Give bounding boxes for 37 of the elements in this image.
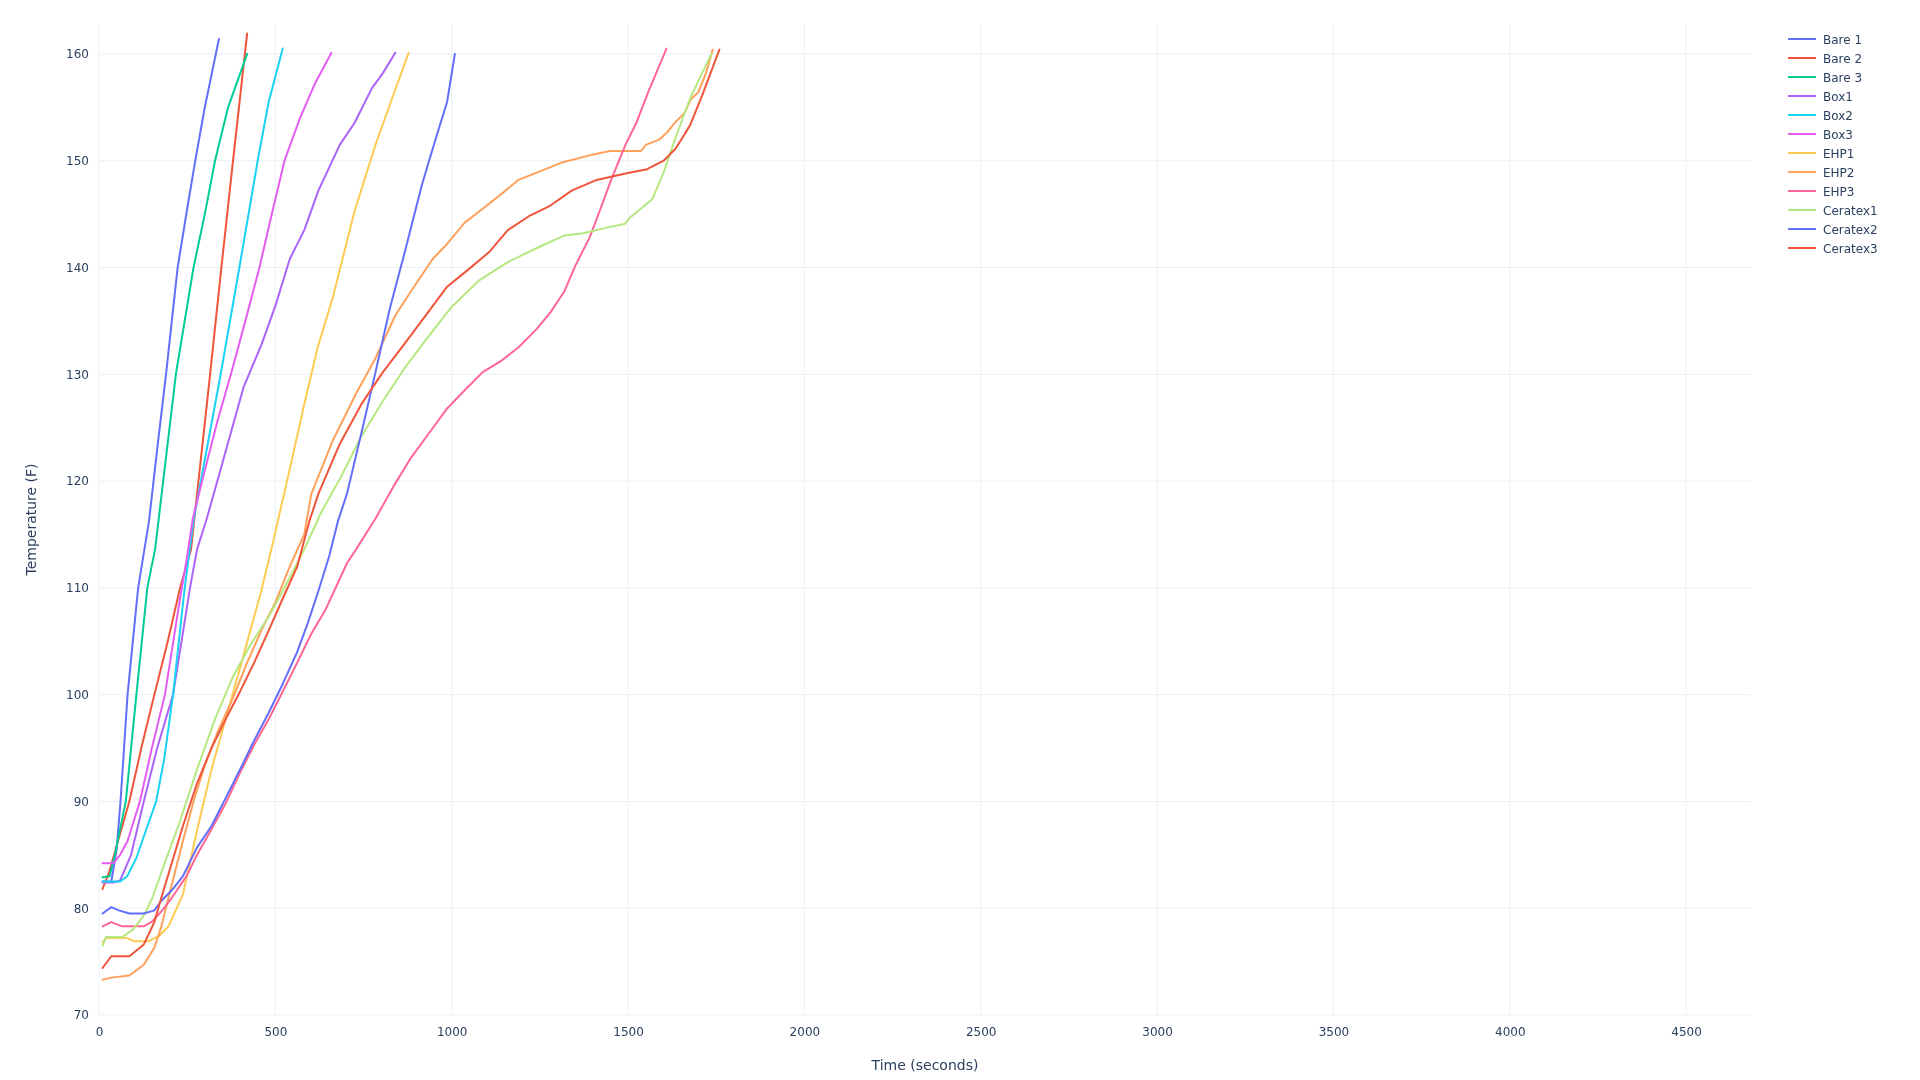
line-series bbox=[101, 52, 456, 915]
y-tick-label: 130 bbox=[66, 367, 89, 382]
x-tick-label: 1000 bbox=[436, 1024, 468, 1039]
y-tick-label: 160 bbox=[66, 47, 89, 62]
line-series bbox=[101, 47, 284, 883]
legend-label: Bare 2 bbox=[1823, 51, 1863, 66]
x-tick-label: 2000 bbox=[789, 1024, 821, 1039]
legend-label: Box3 bbox=[1823, 127, 1853, 142]
x-axis-title: Time (seconds) bbox=[870, 1057, 979, 1073]
legend-label: EHP2 bbox=[1823, 165, 1855, 180]
y-tick-label: 140 bbox=[66, 260, 89, 275]
legend-label: EHP3 bbox=[1823, 184, 1855, 199]
x-tick-label: 2500 bbox=[965, 1024, 997, 1039]
line-series bbox=[101, 51, 333, 865]
legend-label: Ceratex3 bbox=[1823, 241, 1878, 256]
x-tick-label: 500 bbox=[264, 1024, 288, 1039]
y-tick-label: 100 bbox=[66, 687, 89, 702]
y-tick-label: 90 bbox=[73, 794, 89, 809]
legend-label: Ceratex2 bbox=[1823, 222, 1878, 237]
x-tick-label: 3500 bbox=[1318, 1024, 1350, 1039]
y-tick-label: 150 bbox=[66, 154, 89, 169]
legend-label: Ceratex1 bbox=[1823, 203, 1878, 218]
legend-label: Bare 3 bbox=[1823, 70, 1863, 85]
y-tick-label: 120 bbox=[66, 474, 89, 489]
y-axis-title: Temperature (F) bbox=[23, 463, 39, 577]
x-tick-label: 1500 bbox=[613, 1024, 644, 1039]
x-tick-label: 4000 bbox=[1494, 1024, 1526, 1039]
y-tick-label: 70 bbox=[73, 1008, 89, 1023]
legend-label: Box2 bbox=[1823, 108, 1853, 123]
x-tick-label: 3000 bbox=[1142, 1024, 1173, 1039]
y-tick-label: 80 bbox=[73, 901, 89, 916]
y-tick-label: 110 bbox=[66, 581, 89, 596]
x-tick-label: 4500 bbox=[1671, 1024, 1702, 1039]
legend-label: Bare 1 bbox=[1823, 32, 1863, 47]
x-tick-label: 0 bbox=[95, 1024, 104, 1039]
legend-label: EHP1 bbox=[1823, 146, 1855, 161]
legend-label: Box1 bbox=[1823, 89, 1853, 104]
